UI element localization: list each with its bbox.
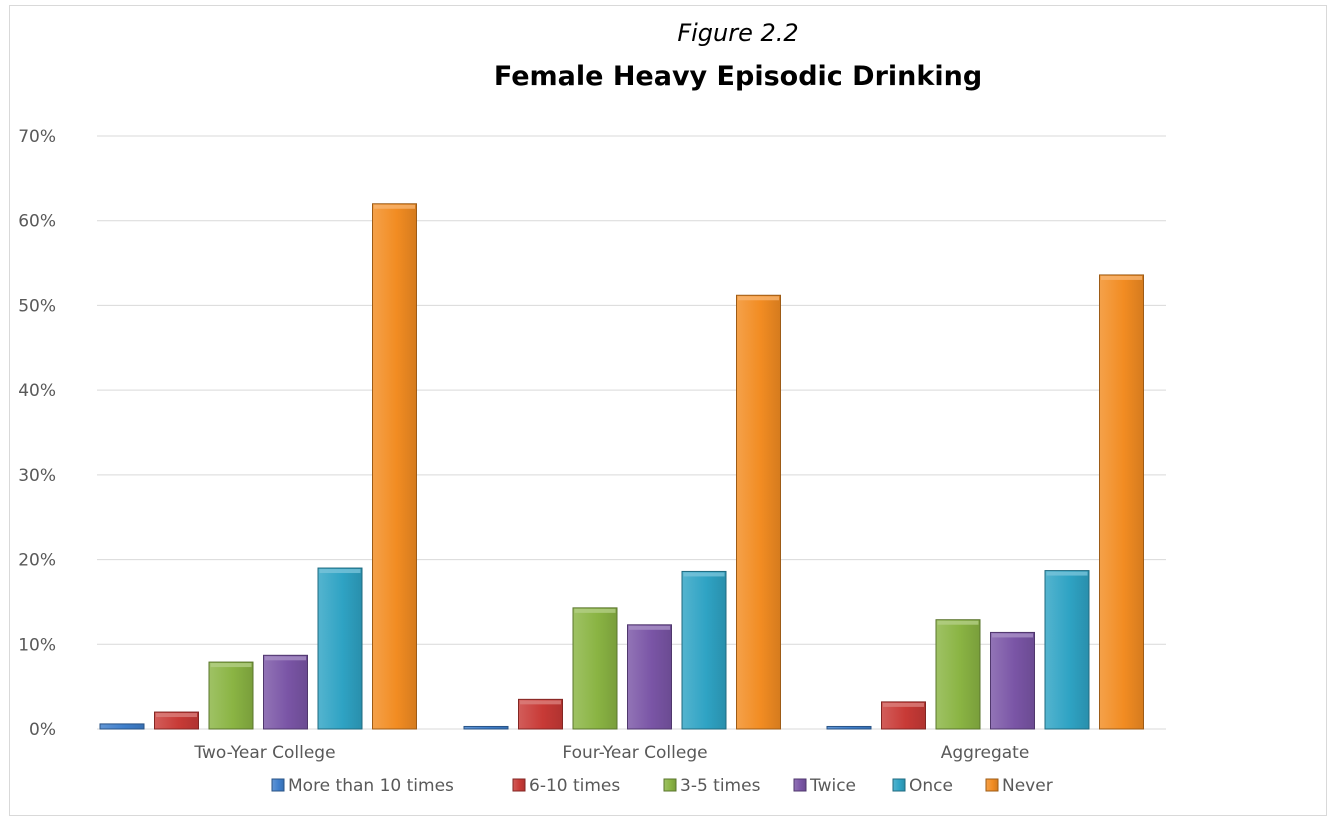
- bars: [99, 203, 1144, 730]
- y-tick-label: 70%: [18, 127, 56, 147]
- legend-item: 3-5 times: [663, 776, 761, 796]
- legend-swatch: [793, 778, 807, 792]
- legend-swatch: [512, 778, 526, 792]
- bar: [263, 654, 308, 730]
- y-axis: 0% 10% 20% 30% 40% 50% 60% 70%: [18, 127, 56, 740]
- bar: [1099, 274, 1144, 730]
- legend-label: Twice: [809, 776, 856, 796]
- bar: [826, 725, 872, 730]
- y-tick-label: 50%: [18, 296, 56, 316]
- legend-label: Once: [909, 776, 953, 796]
- legend-item: 6-10 times: [512, 776, 620, 796]
- bar: [572, 607, 618, 730]
- bar: [627, 624, 672, 730]
- legend-label: Never: [1002, 776, 1053, 796]
- legend-swatch: [663, 778, 677, 792]
- y-tick-label: 20%: [18, 551, 56, 571]
- legend-item: Once: [892, 776, 953, 796]
- x-tick-label: Two-Year College: [193, 743, 335, 763]
- bar: [372, 203, 417, 730]
- x-axis: Two-Year College Four-Year College Aggrega…: [193, 743, 1029, 763]
- bar: [99, 723, 145, 730]
- bar: [518, 698, 563, 730]
- legend-swatch: [985, 778, 999, 792]
- legend-item: More than 10 times: [271, 776, 454, 796]
- bar: [935, 619, 981, 730]
- legend-label: 3-5 times: [680, 776, 761, 796]
- bar: [463, 725, 509, 730]
- chart-subtitle: Figure 2.2: [677, 19, 798, 47]
- y-tick-label: 60%: [18, 212, 56, 232]
- x-tick-label: Aggregate: [941, 743, 1030, 763]
- bar: [881, 701, 926, 730]
- legend-label: 6-10 times: [529, 776, 620, 796]
- y-tick-label: 10%: [18, 635, 56, 655]
- legend: More than 10 times 6-10 times 3-5 times Twi…: [271, 776, 1053, 796]
- y-tick-label: 30%: [18, 466, 56, 486]
- bar: [990, 631, 1035, 730]
- bar: [736, 294, 781, 730]
- legend-swatch: [892, 778, 906, 792]
- x-tick-label: Four-Year College: [562, 743, 707, 763]
- legend-item: Twice: [793, 776, 856, 796]
- legend-label: More than 10 times: [288, 776, 454, 796]
- y-tick-label: 0%: [29, 720, 56, 740]
- bar: [681, 570, 727, 730]
- chart-title: Female Heavy Episodic Drinking: [494, 61, 982, 92]
- bar: [317, 567, 363, 730]
- bar: [1044, 570, 1090, 730]
- legend-swatch: [271, 778, 285, 792]
- y-tick-label: 40%: [18, 381, 56, 401]
- legend-item: Never: [985, 776, 1053, 796]
- bar: [208, 661, 254, 730]
- bar: [154, 711, 199, 730]
